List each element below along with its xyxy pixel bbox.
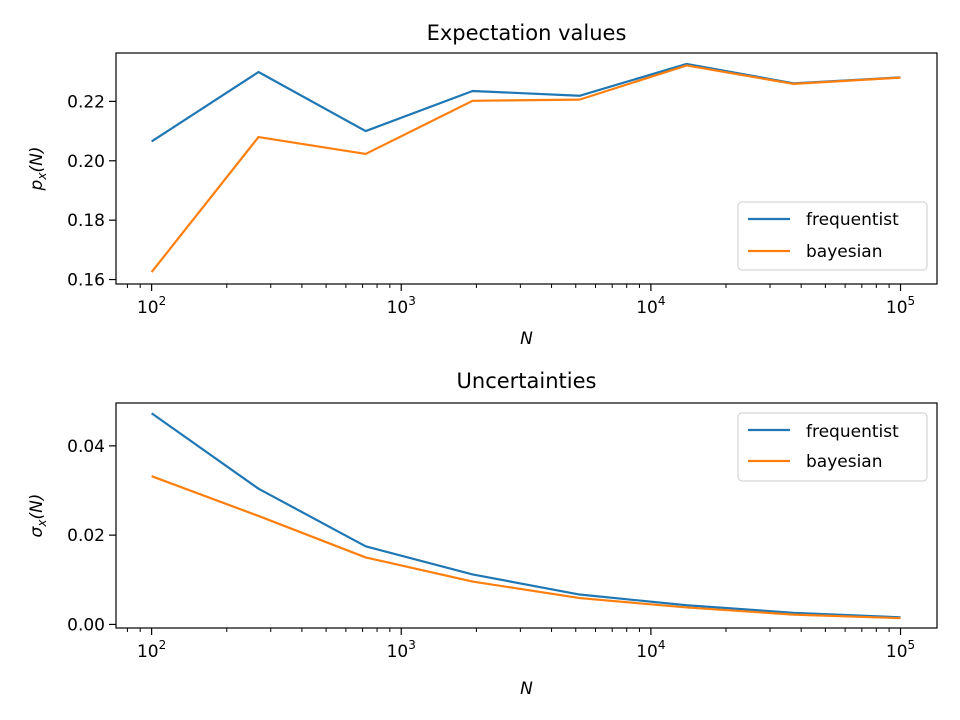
plot-frame: [115, 402, 938, 629]
x-tick-label-base: 10: [886, 298, 908, 318]
x-tick-label-exponent: 4: [658, 294, 666, 308]
x-tick-label-base: 10: [636, 298, 658, 318]
x-tick-label-exponent: 3: [408, 294, 416, 308]
x-tick-label-base: 10: [137, 298, 159, 318]
x-tick-label-exponent: 4: [658, 638, 666, 652]
y-tick-label: 0.18: [67, 211, 105, 231]
y-tick-label: 0.16: [67, 271, 105, 291]
x-axis-label: N: [520, 329, 533, 349]
series-line-bayesian: [150, 64, 901, 273]
y-axis-label-symbol: p: [27, 179, 47, 191]
x-tick-label-exponent: 3: [408, 638, 416, 652]
series-line-bayesian: [151, 475, 901, 620]
panel-title: Uncertainties: [457, 369, 597, 393]
y-tick-label: 0.00: [67, 615, 105, 635]
plot-frame: [115, 52, 938, 285]
y-axis-label-argument: (N): [27, 147, 47, 173]
y-tick-label: 0.04: [67, 437, 105, 457]
x-tick-label: 104: [636, 294, 665, 318]
legend: frequentist bayesian: [737, 201, 928, 271]
x-tick-label-exponent: 2: [159, 638, 167, 652]
panel-title: Expectation values: [427, 21, 627, 45]
y-axis-label-argument: (N): [27, 494, 47, 520]
legend-label-frequentist: frequentist: [806, 210, 899, 230]
x-tick-label-exponent: 2: [159, 294, 167, 308]
y-axis-label-symbol: σ: [27, 525, 47, 537]
series-line-frequentist: [150, 412, 901, 619]
y-axis-label: σx(N): [27, 494, 49, 538]
y-tick-label: 0.02: [67, 526, 105, 546]
y-tick-label: 0.22: [67, 92, 105, 112]
x-tick-label: 103: [387, 638, 416, 662]
legend-label-bayesian: bayesian: [806, 452, 883, 472]
x-tick-label: 104: [636, 638, 665, 662]
plot-lines: [150, 62, 901, 273]
x-tick-label-base: 10: [886, 642, 908, 662]
x-tick-label-base: 10: [137, 642, 159, 662]
x-tick-label-exponent: 5: [908, 294, 916, 308]
plot-lines: [150, 412, 901, 620]
legend-label-bayesian: bayesian: [806, 242, 883, 262]
expectation-values-panel: Expectation values 102 103 104 1050.160.180…: [27, 21, 938, 349]
y-axis-label-subscript: x: [35, 172, 49, 181]
legend-label-frequentist: frequentist: [806, 422, 899, 442]
x-tick-label-base: 10: [636, 642, 658, 662]
x-tick-label-base: 10: [387, 298, 409, 318]
x-tick-label: 105: [886, 638, 915, 662]
x-tick-label: 102: [137, 294, 166, 318]
y-tick-label: 0.20: [67, 152, 105, 172]
x-tick-label: 103: [387, 294, 416, 318]
x-tick-label-exponent: 5: [908, 638, 916, 652]
y-axis-label-subscript: x: [35, 519, 49, 528]
x-tick-label: 105: [886, 294, 915, 318]
y-axis-label: px(N): [27, 147, 49, 192]
x-axis-label: N: [520, 679, 533, 699]
legend: frequentist bayesian: [737, 412, 928, 482]
x-tick-label: 102: [137, 638, 166, 662]
x-tick-label-base: 10: [387, 642, 409, 662]
